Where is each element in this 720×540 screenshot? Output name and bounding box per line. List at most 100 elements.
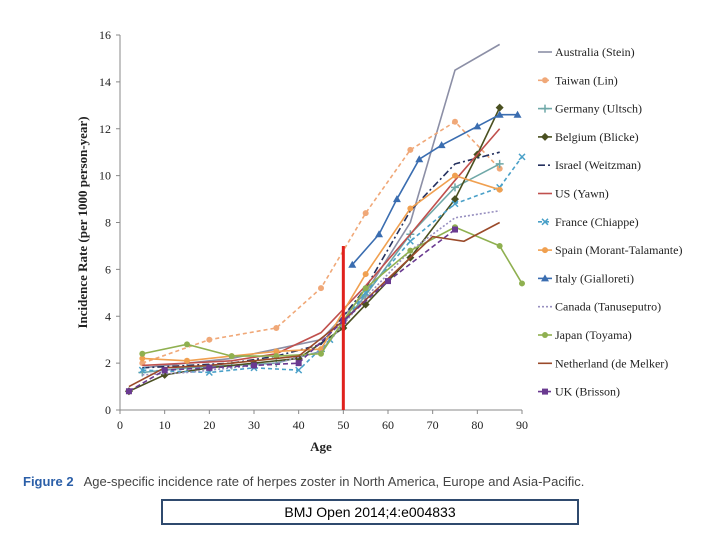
data-point xyxy=(183,363,191,372)
data-point xyxy=(273,348,280,355)
legend-label: Netherland (de Melker) xyxy=(555,356,668,370)
legend-entry: Italy (Gialloreti) xyxy=(538,271,634,285)
data-point xyxy=(362,271,369,278)
series-spain-morant-talamante xyxy=(139,172,503,364)
y-tick-label: 4 xyxy=(105,309,111,323)
legend: Australia (Stein) Taiwan (Lin) Germany (Ul… xyxy=(538,45,682,399)
series-line xyxy=(128,228,456,392)
data-point xyxy=(437,141,446,149)
x-tick-label: 30 xyxy=(248,418,260,432)
data-point xyxy=(542,77,548,84)
data-point xyxy=(362,210,369,217)
data-point xyxy=(206,364,213,371)
series-line xyxy=(142,156,523,374)
legend-entry: US (Yawn) xyxy=(538,187,609,201)
legend-entry: Australia (Stein) xyxy=(538,45,635,59)
legend-label: Spain (Morant-Talamante) xyxy=(555,243,682,257)
data-point xyxy=(496,242,503,249)
data-point xyxy=(542,388,548,395)
legend-entry: Belgium (Blicke) xyxy=(538,130,639,144)
x-tick-label: 40 xyxy=(293,418,305,432)
series-france-chiappe xyxy=(138,153,526,377)
data-point xyxy=(513,110,522,118)
data-point xyxy=(451,183,459,192)
series-line xyxy=(142,163,501,374)
data-point xyxy=(295,360,302,367)
y-tick-label: 12 xyxy=(99,122,111,136)
legend-entry: France (Chiappe) xyxy=(538,215,639,229)
data-point xyxy=(348,260,357,268)
legend-entry: Spain (Morant-Talamante) xyxy=(538,243,682,257)
data-point xyxy=(495,159,504,168)
citation-box: BMJ Open 2014;4:e004833 xyxy=(161,499,579,525)
y-tick-label: 14 xyxy=(99,75,111,89)
legend-entry: Netherland (de Melker) xyxy=(538,356,668,370)
citation-text: BMJ Open 2014;4:e004833 xyxy=(284,504,456,520)
x-tick-label: 50 xyxy=(337,418,349,432)
data-point xyxy=(452,172,458,179)
y-axis-label: Incidence Rate (per 1000 person-year) xyxy=(75,116,90,328)
data-point xyxy=(139,355,146,362)
legend-label: Israel (Weitzman) xyxy=(555,158,641,172)
data-point xyxy=(495,103,504,112)
data-point xyxy=(161,367,168,374)
legend-entry: UK (Brisson) xyxy=(538,385,620,399)
data-point xyxy=(206,336,213,343)
data-point xyxy=(139,350,146,357)
data-point xyxy=(184,341,190,348)
axes: 0 10 20 30 40 50 60 70 80 90 0 2 4 6 8 10 12 14 16 Age Incid… xyxy=(75,28,528,454)
series-line xyxy=(142,151,500,369)
y-tick-label: 6 xyxy=(105,262,111,276)
data-point xyxy=(407,146,414,153)
series-italy-gialloreti xyxy=(348,110,522,268)
data-point xyxy=(407,205,414,212)
series-belgium-blicke xyxy=(124,103,504,396)
figure-caption: Figure 2 Age-specific incidence rate of h… xyxy=(23,474,584,489)
legend-label: Germany (Ultsch) xyxy=(555,102,642,116)
x-tick-label: 10 xyxy=(159,418,171,432)
series-line xyxy=(142,226,523,357)
legend-entry: Japan (Toyama) xyxy=(538,328,632,342)
data-point xyxy=(542,332,548,338)
series-australia-stein xyxy=(142,43,501,369)
series-lines xyxy=(124,43,526,410)
data-point xyxy=(318,285,324,292)
series-line xyxy=(351,113,518,266)
series-line xyxy=(128,221,501,388)
y-tick-label: 0 xyxy=(105,403,111,417)
figure-label: Figure 2 xyxy=(23,474,74,489)
series-taiwan-lin xyxy=(139,118,503,367)
series-line xyxy=(142,43,501,369)
x-tick-label: 20 xyxy=(203,418,215,432)
series-line xyxy=(142,209,500,376)
legend-label: France (Chiappe) xyxy=(555,215,639,229)
series-netherland-de-melker xyxy=(128,221,501,388)
y-tick-label: 10 xyxy=(99,169,111,183)
x-tick-label: 70 xyxy=(427,418,439,432)
legend-label: Belgium (Blicke) xyxy=(555,130,639,144)
legend-label: Taiwan (Lin) xyxy=(555,73,618,87)
data-point xyxy=(228,353,235,360)
data-point xyxy=(541,274,549,282)
legend-entry: Germany (Ultsch) xyxy=(538,102,642,116)
data-point xyxy=(407,247,414,254)
series-canada-tanuseputro xyxy=(142,209,500,376)
data-point xyxy=(375,230,384,238)
data-point xyxy=(452,118,458,125)
legend-label: US (Yawn) xyxy=(555,187,609,201)
series-line xyxy=(142,120,501,364)
incidence-rate-chart: 0 10 20 30 40 50 60 70 80 90 0 2 4 6 8 10 12 14 16 Age Incid… xyxy=(75,28,682,454)
data-point xyxy=(451,200,459,208)
data-point xyxy=(273,324,280,331)
data-point xyxy=(519,280,525,287)
legend-entry: Canada (Tanuseputro) xyxy=(538,300,661,314)
data-point xyxy=(415,155,424,163)
legend-entry: Israel (Weitzman) xyxy=(538,158,641,172)
legend-label: Japan (Toyama) xyxy=(555,328,632,342)
data-point xyxy=(406,237,414,245)
data-point xyxy=(542,247,548,254)
data-point xyxy=(385,278,391,285)
data-point xyxy=(541,132,549,141)
data-point xyxy=(473,122,482,130)
data-point xyxy=(392,195,401,203)
